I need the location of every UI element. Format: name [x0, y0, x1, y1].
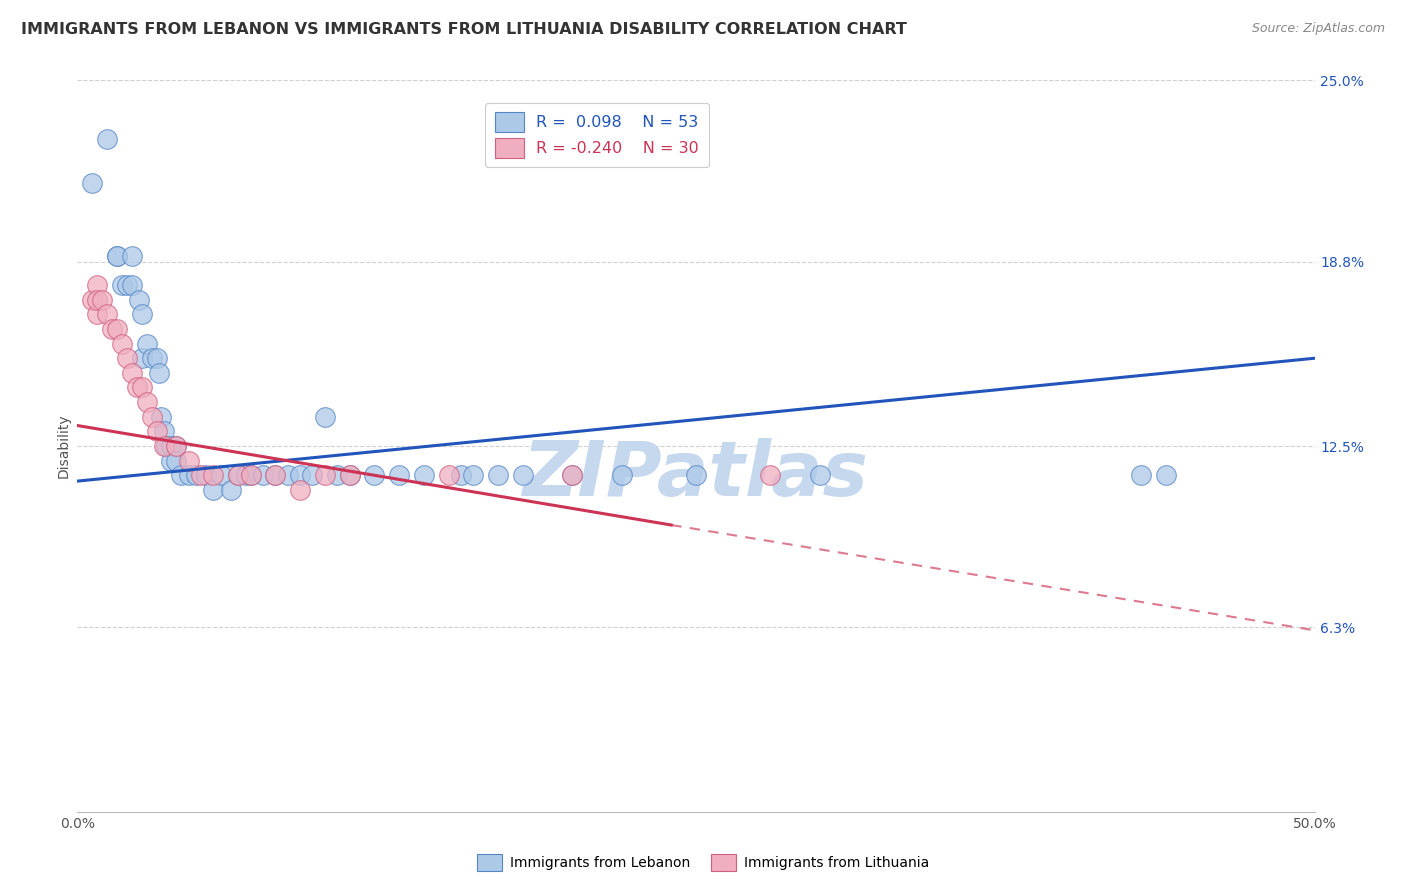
Point	[561, 468, 583, 483]
Point	[86, 293, 108, 307]
Point	[195, 468, 218, 483]
Point	[388, 468, 411, 483]
Point	[86, 278, 108, 293]
Text: IMMIGRANTS FROM LEBANON VS IMMIGRANTS FROM LITHUANIA DISABILITY CORRELATION CHAR: IMMIGRANTS FROM LEBANON VS IMMIGRANTS FR…	[21, 22, 907, 37]
Point	[111, 336, 134, 351]
Point	[105, 249, 128, 263]
Point	[209, 468, 232, 483]
Point	[131, 380, 153, 394]
Point	[314, 409, 336, 424]
Point	[288, 468, 311, 483]
Point	[239, 468, 262, 483]
Point	[160, 453, 183, 467]
Point	[1154, 468, 1177, 483]
Point	[135, 336, 157, 351]
Point	[202, 483, 225, 497]
Point	[288, 483, 311, 497]
Point	[153, 425, 176, 439]
Point	[252, 468, 274, 483]
Point	[235, 468, 257, 483]
Point	[610, 468, 633, 483]
Point	[165, 439, 187, 453]
Point	[226, 468, 249, 483]
Point	[141, 351, 163, 366]
Point	[177, 453, 200, 467]
Point	[808, 468, 831, 483]
Point	[150, 409, 173, 424]
Point	[115, 351, 138, 366]
Point	[190, 468, 212, 483]
Y-axis label: Disability: Disability	[56, 414, 70, 478]
Point	[412, 468, 434, 483]
Point	[115, 278, 138, 293]
Legend: Immigrants from Lebanon, Immigrants from Lithuania: Immigrants from Lebanon, Immigrants from…	[471, 848, 935, 876]
Point	[155, 439, 177, 453]
Point	[91, 293, 114, 307]
Point	[165, 453, 187, 467]
Point	[339, 468, 361, 483]
Point	[177, 468, 200, 483]
Point	[145, 351, 167, 366]
Point	[437, 468, 460, 483]
Point	[111, 278, 134, 293]
Point	[170, 468, 193, 483]
Point	[86, 307, 108, 321]
Point	[314, 468, 336, 483]
Point	[141, 409, 163, 424]
Point	[277, 468, 299, 483]
Point	[105, 249, 128, 263]
Point	[165, 439, 187, 453]
Point	[121, 278, 143, 293]
Point	[82, 176, 104, 190]
Point	[160, 439, 183, 453]
Point	[264, 468, 287, 483]
Text: Source: ZipAtlas.com: Source: ZipAtlas.com	[1251, 22, 1385, 36]
Point	[101, 322, 124, 336]
Point	[486, 468, 509, 483]
Point	[363, 468, 385, 483]
Point	[128, 293, 150, 307]
Point	[512, 468, 534, 483]
Legend: R =  0.098    N = 53, R = -0.240    N = 30: R = 0.098 N = 53, R = -0.240 N = 30	[485, 103, 709, 168]
Point	[219, 483, 242, 497]
Point	[202, 468, 225, 483]
Point	[121, 249, 143, 263]
Point	[145, 425, 167, 439]
Point	[685, 468, 707, 483]
Point	[463, 468, 485, 483]
Point	[1130, 468, 1153, 483]
Point	[326, 468, 349, 483]
Point	[184, 468, 207, 483]
Point	[96, 132, 118, 146]
Point	[561, 468, 583, 483]
Point	[131, 307, 153, 321]
Point	[450, 468, 472, 483]
Point	[82, 293, 104, 307]
Point	[226, 468, 249, 483]
Text: ZIPatlas: ZIPatlas	[523, 438, 869, 512]
Point	[131, 351, 153, 366]
Point	[135, 395, 157, 409]
Point	[153, 439, 176, 453]
Point	[96, 307, 118, 321]
Point	[339, 468, 361, 483]
Point	[301, 468, 323, 483]
Point	[125, 380, 148, 394]
Point	[105, 322, 128, 336]
Point	[239, 468, 262, 483]
Point	[148, 366, 170, 380]
Point	[121, 366, 143, 380]
Point	[264, 468, 287, 483]
Point	[759, 468, 782, 483]
